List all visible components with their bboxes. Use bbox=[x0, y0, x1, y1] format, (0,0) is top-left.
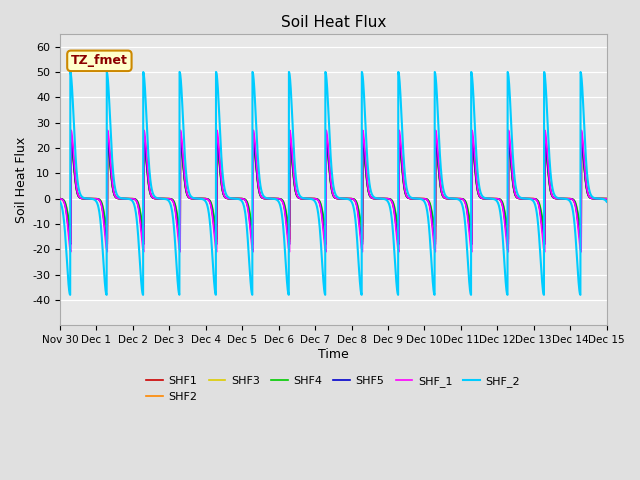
SHF5 bbox=[56, 196, 64, 202]
SHF_1 bbox=[577, 249, 585, 255]
SHF4 bbox=[387, 196, 394, 202]
SHF_2 bbox=[551, 193, 559, 199]
SHF1 bbox=[173, 219, 181, 225]
SHF5 bbox=[577, 241, 585, 247]
SHF4 bbox=[173, 212, 181, 217]
SHF4 bbox=[603, 196, 611, 202]
SHF_1 bbox=[173, 226, 181, 232]
SHF1 bbox=[603, 196, 611, 202]
SHF2 bbox=[67, 132, 75, 138]
SHF3 bbox=[173, 215, 181, 220]
SHF1 bbox=[67, 135, 75, 141]
Line: SHF3: SHF3 bbox=[60, 143, 607, 231]
SHF_1 bbox=[56, 196, 64, 202]
SHF4 bbox=[577, 224, 585, 229]
SHF3 bbox=[577, 228, 585, 234]
SHF2 bbox=[209, 213, 217, 218]
SHF1 bbox=[209, 212, 217, 217]
SHF_1 bbox=[603, 196, 611, 202]
SHF2 bbox=[173, 220, 181, 226]
Line: SHF2: SHF2 bbox=[60, 135, 607, 241]
SHF_2 bbox=[140, 292, 147, 298]
Line: SHF1: SHF1 bbox=[60, 138, 607, 239]
X-axis label: Time: Time bbox=[318, 348, 349, 361]
SHF5 bbox=[173, 222, 181, 228]
SHF2 bbox=[603, 196, 611, 202]
SHF5 bbox=[396, 144, 404, 149]
SHF_2 bbox=[397, 91, 404, 97]
SHF3 bbox=[56, 196, 64, 202]
SHF3 bbox=[603, 196, 611, 202]
SHF3 bbox=[396, 146, 404, 152]
SHF_2 bbox=[603, 199, 611, 204]
SHF2 bbox=[396, 139, 404, 144]
Title: Soil Heat Flux: Soil Heat Flux bbox=[281, 15, 386, 30]
Legend: SHF1, SHF2, SHF3, SHF4, SHF5, SHF_1, SHF_2: SHF1, SHF2, SHF3, SHF4, SHF5, SHF_1, SHF… bbox=[142, 372, 525, 406]
SHF1 bbox=[56, 196, 64, 202]
SHF_2 bbox=[603, 199, 611, 204]
SHF4 bbox=[56, 196, 64, 202]
SHF2 bbox=[551, 195, 559, 201]
SHF_1 bbox=[209, 216, 217, 222]
SHF4 bbox=[209, 207, 217, 213]
SHF_2 bbox=[209, 263, 217, 268]
SHF5 bbox=[387, 197, 394, 203]
SHF5 bbox=[209, 214, 217, 219]
Line: SHF_2: SHF_2 bbox=[60, 72, 607, 295]
SHF_2 bbox=[56, 199, 64, 204]
SHF2 bbox=[577, 239, 585, 244]
SHF4 bbox=[396, 148, 404, 154]
SHF3 bbox=[387, 196, 394, 202]
SHF2 bbox=[603, 196, 611, 202]
SHF4 bbox=[67, 143, 75, 148]
SHF4 bbox=[551, 195, 559, 201]
Text: TZ_fmet: TZ_fmet bbox=[71, 54, 128, 67]
SHF5 bbox=[603, 196, 611, 202]
SHF_1 bbox=[551, 195, 559, 201]
Line: SHF5: SHF5 bbox=[60, 140, 607, 244]
SHF1 bbox=[387, 197, 394, 203]
SHF5 bbox=[603, 196, 611, 202]
SHF5 bbox=[551, 195, 559, 201]
SHF4 bbox=[603, 196, 611, 202]
SHF1 bbox=[603, 196, 611, 202]
SHF2 bbox=[387, 197, 394, 203]
SHF_2 bbox=[387, 209, 395, 215]
Line: SHF_1: SHF_1 bbox=[60, 130, 607, 252]
SHF3 bbox=[603, 196, 611, 202]
SHF3 bbox=[209, 209, 217, 215]
SHF1 bbox=[396, 141, 404, 147]
SHF_1 bbox=[603, 196, 611, 202]
SHF1 bbox=[551, 195, 559, 201]
SHF3 bbox=[67, 140, 75, 146]
SHF_1 bbox=[396, 134, 404, 140]
Line: SHF4: SHF4 bbox=[60, 145, 607, 227]
SHF2 bbox=[56, 196, 64, 202]
SHF_2 bbox=[173, 274, 181, 279]
Y-axis label: Soil Heat Flux: Soil Heat Flux bbox=[15, 136, 28, 223]
SHF_1 bbox=[387, 197, 394, 203]
SHF1 bbox=[577, 236, 585, 242]
SHF3 bbox=[551, 195, 559, 201]
SHF_2 bbox=[176, 69, 184, 75]
SHF_1 bbox=[67, 127, 75, 133]
SHF5 bbox=[67, 137, 75, 143]
